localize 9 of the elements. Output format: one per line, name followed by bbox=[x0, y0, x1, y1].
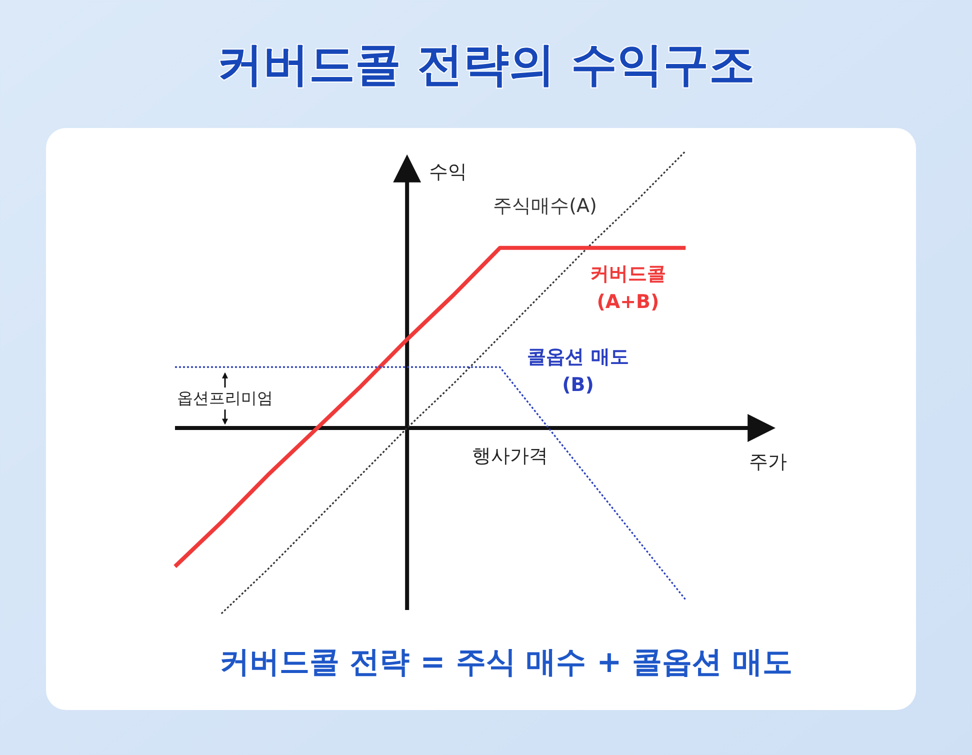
x-axis-title: 주가 bbox=[749, 451, 787, 473]
chart-title: 커버드콜 전략의 수익구조 bbox=[216, 37, 756, 91]
series-label: 콜옵션 매도 (B) bbox=[527, 346, 629, 396]
text: 커버드콜 전략 = 주식 매수 + 콜옵션 매도 bbox=[219, 645, 793, 680]
series-label: 커버드콜 (A+B) bbox=[590, 263, 666, 313]
series-label: 주식매수(A) bbox=[493, 195, 597, 217]
annotation: 옵션프리미엄 bbox=[177, 388, 273, 408]
y-axis-title: 수익 bbox=[429, 161, 468, 183]
annotation: 행사가격 bbox=[472, 445, 548, 467]
